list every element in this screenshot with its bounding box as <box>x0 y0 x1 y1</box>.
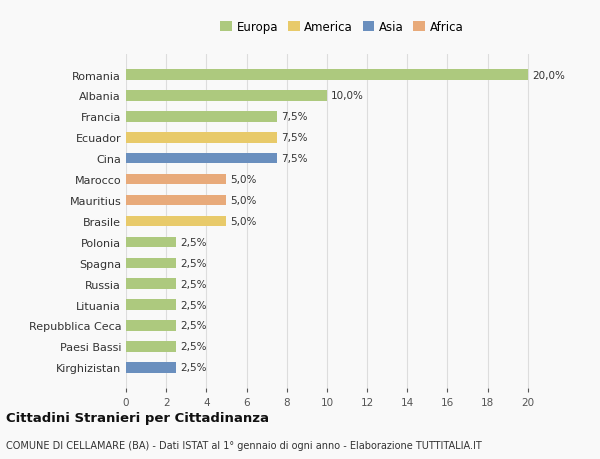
Bar <box>126 174 226 185</box>
Text: Cittadini Stranieri per Cittadinanza: Cittadini Stranieri per Cittadinanza <box>6 412 269 425</box>
Bar <box>126 154 277 164</box>
Text: 5,0%: 5,0% <box>230 196 257 206</box>
Text: 7,5%: 7,5% <box>281 133 307 143</box>
Bar <box>126 91 327 101</box>
Text: 2,5%: 2,5% <box>180 363 207 373</box>
Text: 2,5%: 2,5% <box>180 341 207 352</box>
Bar <box>126 258 176 269</box>
Bar <box>126 216 226 227</box>
Text: 2,5%: 2,5% <box>180 258 207 268</box>
Bar <box>126 362 176 373</box>
Bar <box>126 133 277 143</box>
Text: 2,5%: 2,5% <box>180 321 207 331</box>
Bar <box>126 320 176 331</box>
Text: 20,0%: 20,0% <box>532 70 565 80</box>
Text: 2,5%: 2,5% <box>180 237 207 247</box>
Bar <box>126 112 277 123</box>
Text: 7,5%: 7,5% <box>281 154 307 164</box>
Text: 2,5%: 2,5% <box>180 300 207 310</box>
Text: 5,0%: 5,0% <box>230 175 257 185</box>
Text: 2,5%: 2,5% <box>180 279 207 289</box>
Text: COMUNE DI CELLAMARE (BA) - Dati ISTAT al 1° gennaio di ogni anno - Elaborazione : COMUNE DI CELLAMARE (BA) - Dati ISTAT al… <box>6 440 482 450</box>
Bar <box>126 300 176 310</box>
Bar <box>126 341 176 352</box>
Legend: Europa, America, Asia, Africa: Europa, America, Asia, Africa <box>220 21 464 34</box>
Text: 7,5%: 7,5% <box>281 112 307 122</box>
Text: 10,0%: 10,0% <box>331 91 364 101</box>
Bar <box>126 237 176 247</box>
Bar <box>126 279 176 289</box>
Bar <box>126 70 528 81</box>
Bar <box>126 196 226 206</box>
Text: 5,0%: 5,0% <box>230 217 257 226</box>
